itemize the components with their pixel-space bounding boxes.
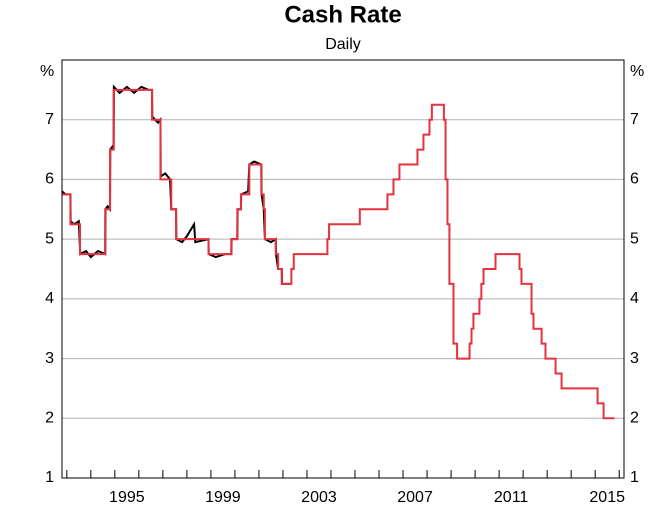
y-tick-label: 2 — [45, 410, 54, 427]
plot-frame — [61, 59, 625, 479]
x-tick-label: 2007 — [397, 489, 433, 506]
y-tick-label: 3 — [45, 350, 54, 367]
y2-axis-label: % — [630, 63, 644, 80]
series-line — [62, 88, 615, 420]
y2-tick-label: 1 — [630, 469, 639, 486]
chart-title: Cash Rate — [284, 1, 401, 28]
chart-subtitle: Daily — [325, 36, 361, 53]
y2-tick-label: 4 — [630, 290, 639, 307]
y-tick-label: 1 — [45, 469, 54, 486]
y-tick-label: 4 — [45, 290, 54, 307]
y2-tick-label: 5 — [630, 230, 639, 247]
x-tick-label: 1995 — [109, 489, 145, 506]
y2-tick-label: 2 — [630, 410, 639, 427]
y2-tick-label: 3 — [630, 350, 639, 367]
x-tick-label: 2003 — [301, 489, 337, 506]
y-tick-label: 7 — [45, 111, 54, 128]
x-tick-label: 2011 — [494, 489, 529, 506]
y2-tick-label: 6 — [630, 171, 639, 188]
x-tick-label: 1999 — [205, 489, 241, 506]
y-axis-label: % — [40, 63, 54, 80]
y-tick-label: 5 — [45, 230, 54, 247]
y-tick-label: 6 — [45, 171, 54, 188]
y2-tick-label: 7 — [630, 111, 639, 128]
x-tick-label: 2015 — [589, 489, 625, 506]
